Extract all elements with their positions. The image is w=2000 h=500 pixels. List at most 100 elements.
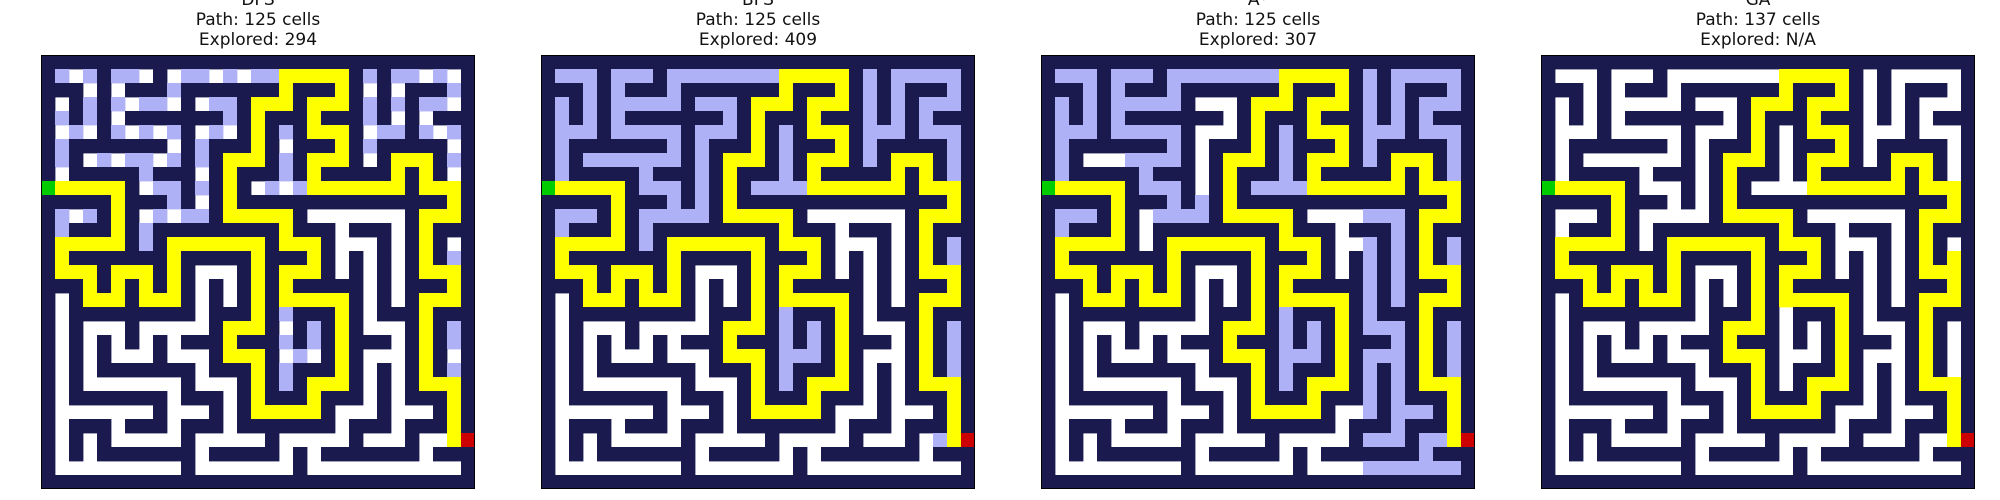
maze-path-cell	[433, 181, 448, 196]
maze-wall-cell	[1947, 475, 1962, 489]
maze-wall-cell	[209, 139, 224, 154]
maze-wall-cell	[1793, 419, 1808, 434]
maze-wall-cell	[111, 139, 126, 154]
maze-wall-cell	[237, 279, 252, 294]
maze-path-cell	[877, 181, 892, 196]
maze-explored-cell	[695, 167, 710, 182]
maze-wall-cell	[877, 237, 892, 252]
maze-wall-cell	[597, 363, 612, 378]
maze-wall-cell	[1891, 447, 1906, 462]
maze-wall-cell	[1209, 139, 1224, 154]
maze-wall-cell	[1209, 293, 1224, 308]
maze-wall-cell	[709, 391, 724, 406]
maze-wall-cell	[1279, 251, 1294, 266]
maze-explored-cell	[1391, 461, 1406, 476]
maze-wall-cell	[737, 223, 752, 238]
maze-wall-cell	[1793, 391, 1808, 406]
maze-path-cell	[1237, 321, 1252, 336]
maze-wall-cell	[97, 223, 112, 238]
maze-wall-cell	[237, 223, 252, 238]
maze-path-cell	[807, 237, 822, 252]
maze-wall-cell	[1153, 167, 1168, 182]
maze-wall-cell	[1377, 97, 1392, 112]
maze-explored-cell	[1391, 125, 1406, 140]
maze-wall-cell	[1209, 279, 1224, 294]
maze-wall-cell	[125, 419, 140, 434]
maze-path-cell	[1737, 153, 1752, 168]
maze-wall-cell	[377, 55, 392, 70]
maze-wall-cell	[933, 55, 948, 70]
maze-path-cell	[1793, 405, 1808, 420]
maze-wall-cell	[1835, 55, 1850, 70]
maze-wall-cell	[237, 307, 252, 322]
maze-path-cell	[1419, 237, 1434, 252]
maze-explored-cell	[139, 223, 154, 238]
maze-wall-cell	[125, 363, 140, 378]
maze-wall-cell	[1947, 55, 1962, 70]
maze-wall-cell	[97, 111, 112, 126]
maze-wall-cell	[69, 111, 84, 126]
maze-wall-cell	[905, 195, 920, 210]
maze-wall-cell	[737, 391, 752, 406]
maze-wall-cell	[1321, 111, 1336, 126]
maze-wall-cell	[1069, 433, 1084, 448]
maze-explored-cell	[1279, 153, 1294, 168]
maze-path-cell	[1835, 153, 1850, 168]
maze-wall-cell	[1097, 433, 1112, 448]
maze-path-cell	[307, 265, 322, 280]
maze-wall-cell	[1779, 251, 1794, 266]
maze-path-cell	[1391, 167, 1406, 182]
maze-explored-cell	[583, 125, 598, 140]
maze-wall-cell	[69, 223, 84, 238]
maze-wall-cell	[1681, 125, 1696, 140]
maze-path-cell	[1293, 237, 1308, 252]
maze-wall-cell	[349, 391, 364, 406]
maze-wall-cell	[1653, 83, 1668, 98]
maze-path-cell	[1919, 321, 1934, 336]
maze-path-cell	[1335, 363, 1350, 378]
maze-wall-cell	[793, 209, 808, 224]
maze-path-cell	[1405, 153, 1420, 168]
maze-explored-cell	[1195, 209, 1210, 224]
maze-explored-cell	[555, 111, 570, 126]
maze-wall-cell	[1405, 447, 1420, 462]
maze-wall-cell	[69, 363, 84, 378]
maze-wall-cell	[905, 391, 920, 406]
maze-wall-cell	[1765, 335, 1780, 350]
maze-wall-cell	[181, 181, 196, 196]
maze-wall-cell	[1639, 111, 1654, 126]
maze-wall-cell	[1933, 237, 1948, 252]
maze-wall-cell	[1569, 307, 1584, 322]
maze-wall-cell	[1041, 307, 1056, 322]
maze-wall-cell	[961, 461, 975, 476]
maze-explored-cell	[555, 167, 570, 182]
maze-wall-cell	[1541, 293, 1556, 308]
maze-path-cell	[251, 125, 266, 140]
maze-wall-cell	[1765, 363, 1780, 378]
maze-explored-cell	[1363, 237, 1378, 252]
maze-wall-cell	[1961, 363, 1975, 378]
maze-wall-cell	[1569, 321, 1584, 336]
maze-wall-cell	[1709, 223, 1724, 238]
maze-wall-cell	[1125, 167, 1140, 182]
maze-path-cell	[947, 279, 962, 294]
maze-wall-cell	[377, 97, 392, 112]
maze-path-cell	[1111, 223, 1126, 238]
maze-wall-cell	[41, 279, 56, 294]
maze-path-cell	[1139, 293, 1154, 308]
maze-wall-cell	[1055, 55, 1070, 70]
maze-explored-cell	[1083, 69, 1098, 84]
maze-wall-cell	[1433, 251, 1448, 266]
maze-explored-cell	[1307, 335, 1322, 350]
maze-explored-cell	[947, 321, 962, 336]
maze-wall-cell	[1433, 279, 1448, 294]
maze-wall-cell	[639, 419, 654, 434]
maze-wall-cell	[265, 55, 280, 70]
maze-wall-cell	[1321, 139, 1336, 154]
maze-wall-cell	[405, 447, 420, 462]
maze-path-cell	[1835, 335, 1850, 350]
maze-wall-cell	[1293, 139, 1308, 154]
maze-explored-cell	[555, 153, 570, 168]
maze-wall-cell	[41, 433, 56, 448]
maze-explored-cell	[695, 209, 710, 224]
